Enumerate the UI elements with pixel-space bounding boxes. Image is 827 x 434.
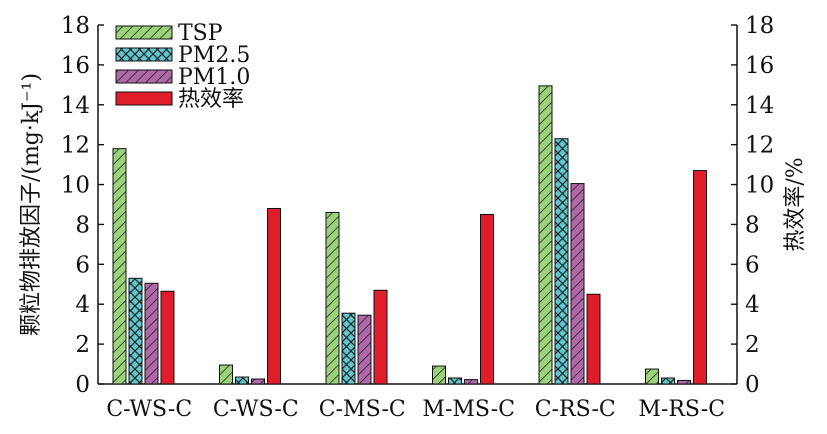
bar-pattern [448, 378, 462, 384]
bar-pattern [251, 379, 265, 384]
bar-pattern [235, 377, 249, 384]
bar-pattern [661, 378, 675, 384]
bar--4 [586, 293, 601, 385]
bar-pattern [555, 138, 568, 384]
legend-swatch-pattern [116, 48, 172, 61]
bar-pattern [219, 365, 233, 384]
legend-swatch [115, 91, 173, 106]
x-tick-label: C-RS-C [535, 397, 616, 422]
y-left-tick-label: 14 [61, 93, 90, 119]
legend-label: PM2.5 [178, 43, 250, 68]
y-left-tick-label: 6 [75, 252, 90, 278]
y-right-tick-label: 12 [745, 133, 774, 159]
y-left-tick-label: 16 [61, 53, 90, 79]
x-tick-label: C-MS-C [319, 397, 406, 422]
bar-pattern [677, 380, 691, 384]
y-left-tick-label: 10 [61, 173, 90, 199]
bar-pattern [326, 212, 339, 384]
bar-pattern [129, 278, 142, 384]
y-right-tick-label: 18 [745, 13, 774, 39]
bar--2 [373, 289, 388, 385]
y-left-tick-label: 4 [75, 292, 90, 318]
legend-label: PM1.0 [178, 65, 250, 90]
axes: 0 0 2 2 4 4 6 6 8 8 10 10 12 12 14 14 16 16 18 18 C-WS-C C-WS… [61, 13, 775, 422]
y-left-tick-label: 0 [75, 372, 90, 398]
y-right-tick-label: 14 [745, 93, 774, 119]
bar--1 [267, 207, 281, 385]
x-tick-label: C-WS-C [106, 397, 192, 422]
bar-pattern [342, 313, 355, 384]
legend-label: 热效率 [178, 87, 244, 112]
y-axis-right-title: 热效率/% [783, 157, 808, 251]
x-tick-label: M-RS-C [638, 397, 725, 422]
y-left-tick-label: 12 [61, 133, 90, 159]
bar--3 [480, 213, 494, 385]
bars [112, 85, 707, 385]
bar-pattern [645, 369, 659, 384]
y-right-tick-label: 10 [745, 173, 774, 199]
bar-pattern [571, 183, 584, 384]
y-left-tick-label: 2 [75, 332, 90, 358]
bar--0 [160, 290, 175, 385]
bar-pattern [145, 283, 158, 384]
y-left-tick-label: 8 [75, 212, 90, 238]
x-tick-label: C-WS-C [213, 397, 299, 422]
y-right-tick-label: 4 [745, 292, 760, 318]
bar-pattern [464, 379, 478, 384]
y-right-tick-label: 6 [745, 252, 760, 278]
y-right-tick-label: 0 [745, 372, 760, 398]
y-right-tick-label: 8 [745, 212, 760, 238]
y-axis-left-title: 颗粒物排放因子/(mg·kJ⁻¹) [19, 73, 44, 336]
bar-pattern [432, 366, 446, 384]
y-right-tick-label: 16 [745, 53, 774, 79]
y-left-tick-label: 18 [61, 13, 90, 39]
legend-label: TSP [178, 21, 223, 46]
bar--5 [693, 170, 707, 385]
legend-swatch-pattern [116, 26, 172, 39]
y-right-tick-label: 2 [745, 332, 760, 358]
bar-pattern [539, 85, 552, 384]
legend-swatch-pattern [116, 70, 172, 83]
x-tick-label: M-MS-C [422, 397, 515, 422]
bar-pattern [358, 315, 371, 384]
bar-pattern [113, 148, 126, 384]
